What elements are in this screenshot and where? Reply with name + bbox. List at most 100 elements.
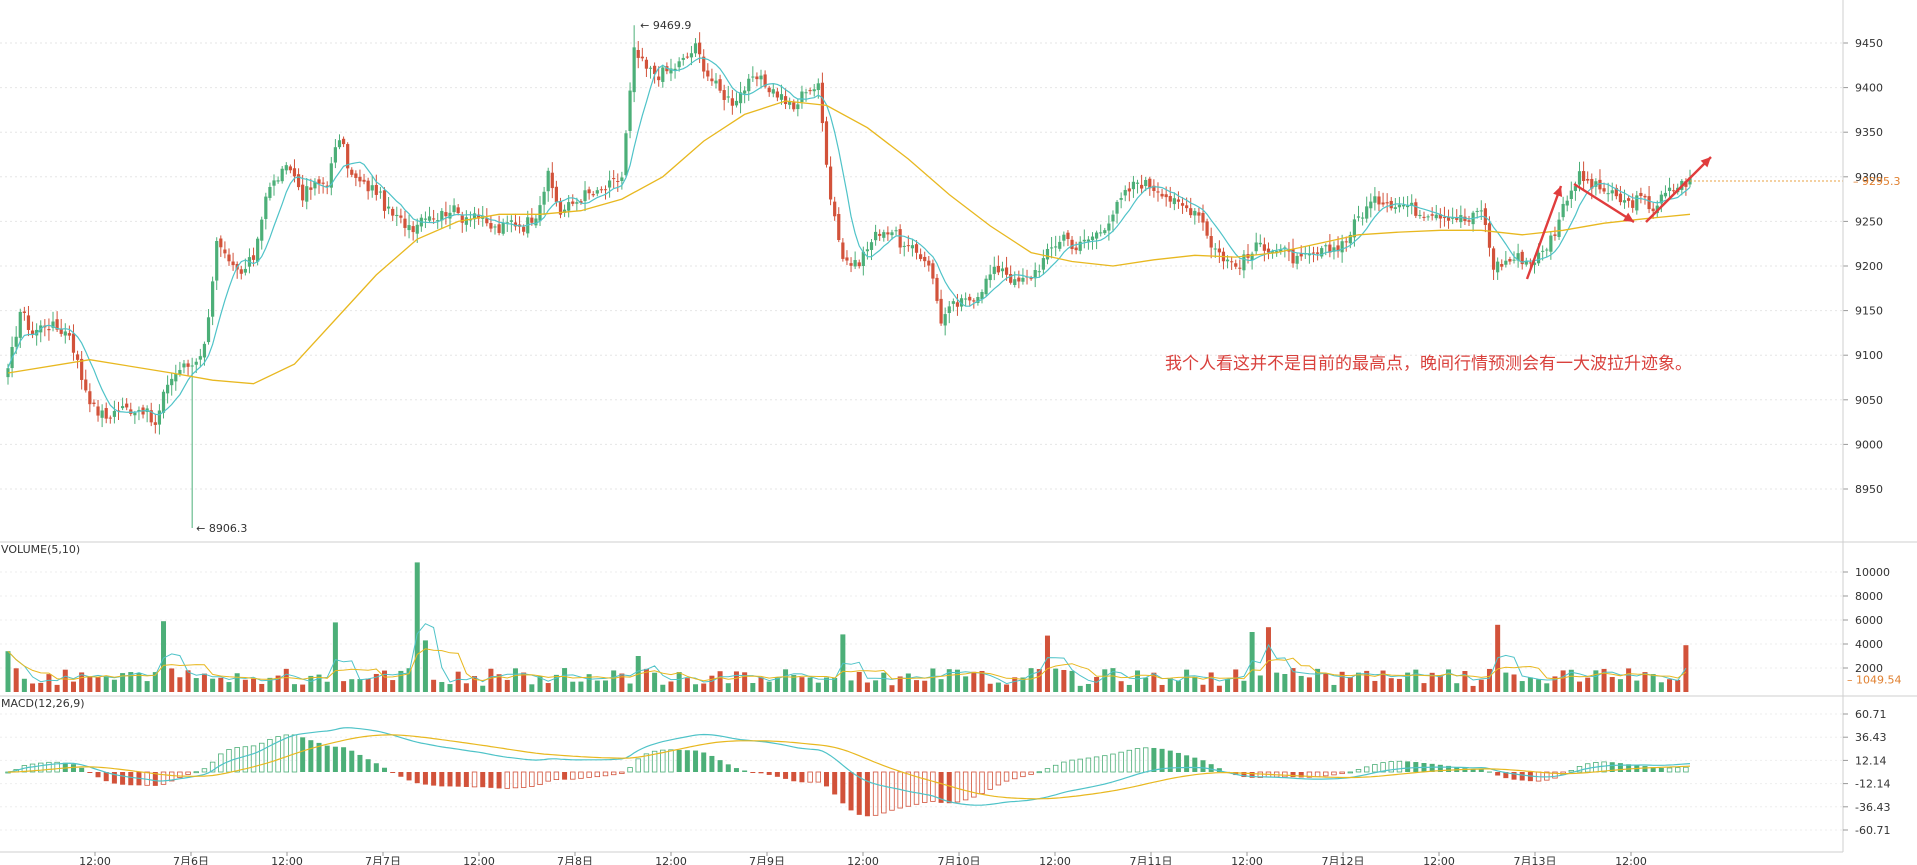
volume-bar bbox=[152, 672, 158, 692]
volume-bar bbox=[930, 668, 936, 692]
candle-body bbox=[1340, 241, 1344, 253]
candle-body bbox=[1418, 214, 1422, 217]
candle-body bbox=[55, 319, 59, 330]
candle-body bbox=[640, 56, 644, 59]
volume-bar bbox=[1249, 632, 1255, 692]
candle-body bbox=[591, 194, 595, 196]
candle-body bbox=[460, 215, 464, 223]
candle-body bbox=[1156, 191, 1160, 193]
macd-histogram-bar bbox=[864, 772, 870, 817]
candle-body bbox=[1463, 216, 1467, 222]
macd-histogram-bar bbox=[1486, 771, 1492, 773]
time-axis-label: 7月12日 bbox=[1322, 855, 1365, 865]
candle-body bbox=[1045, 248, 1050, 260]
macd-histogram-bar bbox=[766, 772, 772, 775]
volume-bar bbox=[447, 684, 453, 692]
macd-histogram-bar bbox=[201, 768, 208, 773]
volume-bar bbox=[103, 676, 109, 692]
candle-body bbox=[456, 207, 460, 214]
macd-histogram-bar bbox=[471, 771, 478, 788]
candle-body bbox=[1365, 206, 1369, 219]
candle-body bbox=[878, 233, 882, 236]
macd-histogram-bar bbox=[1478, 769, 1484, 772]
candle-body bbox=[534, 218, 538, 226]
candle-body bbox=[407, 225, 411, 231]
candle-body bbox=[1205, 221, 1209, 236]
candle-body bbox=[174, 373, 178, 382]
macd-histogram-bar bbox=[308, 740, 314, 772]
candle-body bbox=[1389, 200, 1393, 209]
volume-bar bbox=[275, 675, 281, 692]
candle-body bbox=[1336, 245, 1340, 252]
candle-body bbox=[1381, 202, 1385, 205]
candle-body bbox=[1496, 261, 1500, 273]
volume-bar bbox=[1396, 678, 1402, 692]
macd-histogram-bar bbox=[95, 772, 101, 778]
macd-histogram-bar bbox=[1495, 772, 1501, 776]
macd-histogram-bar bbox=[1642, 766, 1648, 772]
candle-body bbox=[1270, 251, 1275, 254]
volume-bar bbox=[1339, 671, 1345, 692]
candle-body bbox=[833, 201, 837, 217]
macd-histogram-bar bbox=[1020, 771, 1026, 778]
volume-bar bbox=[62, 669, 68, 692]
candle-body bbox=[337, 140, 342, 148]
candle-body bbox=[542, 191, 546, 205]
volume-bar bbox=[652, 672, 658, 692]
candle-body bbox=[108, 417, 112, 419]
candle-body bbox=[112, 411, 117, 417]
volume-bar bbox=[1094, 676, 1100, 692]
candle-body bbox=[1659, 194, 1663, 204]
price-axis-label: 9000 bbox=[1855, 438, 1883, 451]
macd-histogram-bar bbox=[1429, 763, 1435, 772]
volume-bar bbox=[1511, 674, 1517, 692]
volume-bar bbox=[1503, 672, 1509, 692]
candle-body bbox=[1058, 241, 1062, 249]
candle-body bbox=[423, 218, 428, 220]
volume-bar bbox=[316, 674, 322, 692]
volume-bar bbox=[144, 681, 150, 692]
candle-body bbox=[325, 185, 329, 187]
price-axis-label: 9200 bbox=[1855, 260, 1883, 273]
candle-body bbox=[1017, 277, 1021, 282]
time-axis-label: 12:00 bbox=[1039, 855, 1071, 865]
macd-histogram-bar bbox=[168, 771, 175, 782]
candle-body bbox=[1508, 258, 1512, 262]
time-axis-label: 12:00 bbox=[1423, 855, 1455, 865]
candle-body bbox=[1140, 184, 1144, 189]
low-price-marker: ← 8906.3 bbox=[196, 522, 247, 535]
macd-histogram-bar bbox=[1167, 750, 1173, 772]
macd-histogram-bar bbox=[504, 771, 510, 789]
candle-body bbox=[943, 314, 947, 326]
candle-body bbox=[702, 56, 706, 72]
candle-body bbox=[251, 255, 256, 260]
macd-histogram-bar bbox=[316, 742, 322, 772]
macd-histogram-bar bbox=[537, 771, 543, 785]
macd-histogram-bar bbox=[701, 752, 707, 772]
volume-bar bbox=[570, 681, 576, 692]
macd-histogram-bar bbox=[791, 772, 797, 782]
candle-body bbox=[869, 242, 874, 250]
macd-histogram-bar bbox=[250, 745, 257, 773]
candle-body bbox=[550, 172, 554, 189]
candle-body bbox=[1500, 264, 1504, 267]
candle-body bbox=[1193, 210, 1197, 216]
candle-body bbox=[464, 217, 468, 225]
candle-body bbox=[1397, 204, 1402, 208]
candle-body bbox=[14, 336, 18, 347]
volume-bar bbox=[1265, 627, 1271, 692]
macd-histogram-bar bbox=[684, 750, 690, 772]
volume-bar bbox=[766, 681, 772, 692]
candle-body bbox=[501, 222, 505, 234]
volume-bar bbox=[1405, 672, 1411, 692]
macd-histogram-bar bbox=[365, 759, 371, 772]
time-axis-label: 12:00 bbox=[79, 855, 111, 865]
volume-bar bbox=[742, 672, 748, 692]
candle-body bbox=[1148, 178, 1152, 189]
macd-histogram-bar bbox=[439, 772, 445, 787]
macd-histogram-bar bbox=[1437, 764, 1443, 772]
macd-histogram-bar bbox=[1126, 749, 1133, 773]
candle-body bbox=[386, 206, 391, 209]
candle-body bbox=[567, 202, 571, 211]
candle-body bbox=[1041, 258, 1045, 270]
